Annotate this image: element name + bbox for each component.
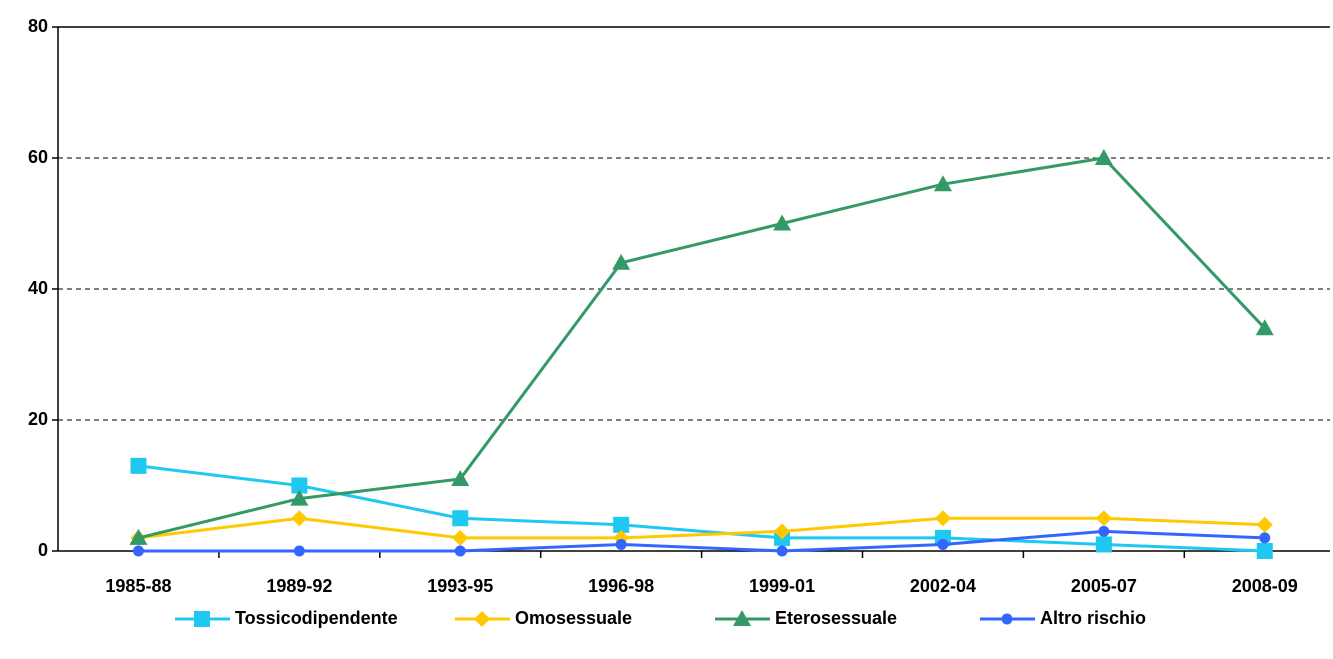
series-line — [138, 516, 1265, 540]
point — [1095, 536, 1112, 553]
point — [1095, 510, 1112, 527]
series-line — [138, 156, 1266, 540]
point — [1255, 319, 1274, 336]
point — [291, 477, 308, 494]
point — [612, 253, 631, 270]
point — [937, 538, 949, 550]
point — [452, 529, 469, 546]
y-tick-label: 40 — [28, 278, 48, 298]
legend-label: Omosessuale — [515, 608, 632, 628]
point — [129, 528, 148, 545]
legend-label: Altro rischio — [1040, 608, 1146, 628]
point — [290, 489, 309, 506]
point — [291, 510, 308, 527]
y-tick-label: 20 — [28, 409, 48, 429]
x-tick-label: 1989-92 — [266, 576, 332, 596]
point — [454, 545, 466, 557]
point — [615, 538, 627, 550]
x-tick-label: 1996-98 — [588, 576, 654, 596]
legend-marker — [194, 611, 210, 627]
point — [774, 523, 791, 540]
point — [934, 510, 951, 527]
point — [132, 545, 144, 557]
point — [773, 214, 792, 231]
point — [293, 545, 305, 557]
x-tick-label: 1985-88 — [105, 576, 171, 596]
point — [451, 469, 470, 486]
x-tick-label: 2002-04 — [910, 576, 976, 596]
series-line — [138, 464, 1265, 553]
x-tick-label: 1993-95 — [427, 576, 493, 596]
y-tick-label: 60 — [28, 147, 48, 167]
x-tick-label: 2008-09 — [1232, 576, 1298, 596]
y-tick-label: 0 — [38, 540, 48, 560]
legend-marker — [474, 611, 490, 627]
series-line — [138, 529, 1265, 553]
point — [776, 545, 788, 557]
point — [452, 510, 469, 527]
point — [933, 175, 952, 192]
legend-marker — [1001, 613, 1013, 625]
y-tick-label: 80 — [28, 16, 48, 36]
legend-label: Eterosessuale — [775, 608, 897, 628]
point — [1259, 532, 1271, 544]
point — [130, 457, 147, 474]
point — [1256, 543, 1273, 559]
legend-marker — [733, 610, 751, 626]
x-tick-label: 1999-01 — [749, 576, 815, 596]
point — [1094, 149, 1113, 165]
x-tick-label: 2005-07 — [1071, 576, 1137, 596]
legend-label: Tossicodipendente — [235, 608, 398, 628]
point — [1098, 525, 1110, 537]
point — [613, 516, 630, 533]
point — [1256, 516, 1273, 533]
